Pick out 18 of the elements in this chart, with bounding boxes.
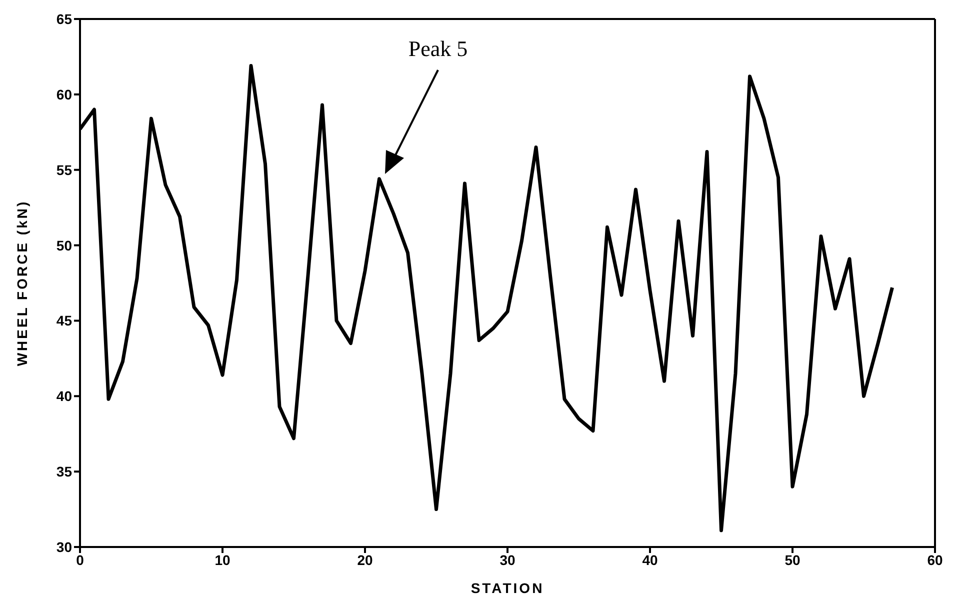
- y-axis-title: WHEEL FORCE (kN): [14, 200, 30, 366]
- x-axis-title: STATION: [470, 580, 544, 596]
- y-tick-label: 45: [56, 312, 72, 329]
- y-tick-label: 50: [56, 237, 72, 254]
- x-tick-label: 20: [357, 552, 373, 568]
- x-tick-label: 40: [642, 552, 658, 568]
- y-tick-label: 60: [56, 86, 72, 102]
- x-tick-label: 60: [927, 552, 943, 568]
- y-tick-label: 40: [56, 388, 72, 404]
- x-tick-label: 0: [76, 552, 84, 568]
- x-tick-label: 50: [784, 552, 800, 568]
- x-tick-label: 30: [500, 552, 516, 568]
- y-tick-label: 35: [56, 464, 72, 480]
- x-tick-label: 10: [214, 552, 230, 568]
- y-tick-label: 65: [56, 10, 72, 27]
- annotation: Peak 5: [408, 36, 468, 61]
- y-tick-label: 30: [56, 538, 72, 555]
- y-tick-label: 55: [56, 162, 72, 178]
